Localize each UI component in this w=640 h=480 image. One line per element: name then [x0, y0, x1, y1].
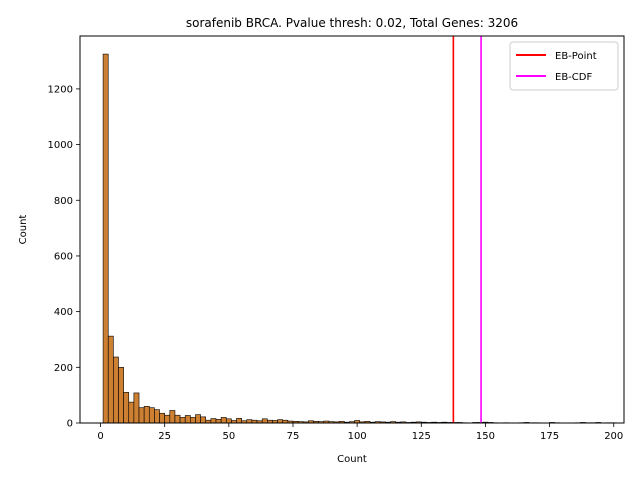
x-axis-ticks: 0 25 50 75 100 125 150 175 200 [97, 423, 623, 442]
y-tick-label: 1000 [48, 140, 73, 151]
histogram-bar [220, 417, 227, 424]
histogram-bar [215, 419, 222, 424]
x-axis-label: Count [337, 454, 367, 465]
x-tick-label: 75 [287, 431, 300, 442]
y-tick-label: 200 [54, 363, 73, 374]
y-tick-label: 1200 [48, 84, 73, 95]
histogram-bar [246, 419, 253, 424]
histogram-bar [277, 419, 284, 424]
histogram-bar [138, 407, 145, 424]
x-tick-label: 150 [476, 431, 495, 442]
x-tick-label: 25 [158, 431, 171, 442]
y-axis-ticks: 0 200 400 600 800 1000 1200 [48, 84, 80, 430]
histogram-bar [107, 335, 114, 424]
histogram-bar [148, 407, 155, 424]
histogram-bar [118, 367, 124, 424]
histogram-bar [210, 418, 217, 424]
histogram-bar [184, 415, 191, 424]
histogram-bar [128, 401, 135, 424]
x-tick-label: 125 [412, 431, 431, 442]
histogram-bar [195, 414, 201, 424]
y-tick-label: 400 [54, 307, 73, 318]
histogram-bar [159, 412, 165, 424]
histogram-bar [261, 418, 268, 424]
y-tick-label: 600 [54, 251, 73, 262]
plot-frame [79, 35, 625, 424]
chart-title: sorafenib BRCA. Pvalue thresh: 0.02, Tot… [186, 16, 518, 30]
histogram-bar [225, 418, 232, 424]
x-tick-label: 50 [222, 431, 235, 442]
histogram-bar [236, 417, 242, 424]
x-tick-label: 175 [540, 431, 559, 442]
x-tick-label: 0 [97, 431, 103, 442]
x-tick-label: 200 [604, 431, 623, 442]
x-tick-label: 100 [348, 431, 367, 442]
y-tick-label: 0 [67, 419, 73, 430]
y-tick-label: 800 [54, 196, 73, 207]
histogram-bar [190, 417, 196, 424]
histogram-bar [123, 392, 130, 424]
histogram-bar [174, 414, 181, 424]
legend-label-eb-point: EB-Point [555, 51, 597, 62]
histogram-bar [164, 414, 171, 424]
histogram-bar [133, 392, 140, 424]
histogram-bar [200, 416, 207, 424]
histogram-bar [143, 405, 150, 424]
y-axis-label: Count [18, 215, 29, 245]
histogram-bar [154, 409, 160, 424]
legend: EB-Point EB-CDF [509, 41, 619, 91]
histogram-bar [169, 410, 176, 424]
histogram-bar [179, 417, 186, 424]
reference-lines [452, 36, 482, 423]
legend-label-eb-cdf: EB-CDF [555, 72, 592, 83]
histogram-bar [102, 53, 109, 424]
histogram-bar [113, 356, 119, 424]
